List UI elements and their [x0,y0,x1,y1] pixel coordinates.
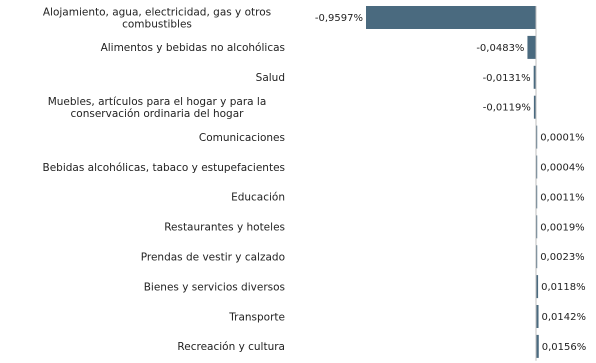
category-label-4: Muebles, artículos para el hogar y para … [48,96,267,120]
category-label-1: Alojamiento, agua, electricidad, gas y o… [43,6,271,30]
bar-7 [536,185,538,209]
bar-12 [536,334,539,358]
category-label-11: Transporte [228,311,285,323]
category-label-4-line-2: conservación ordinaria del hogar [71,108,245,120]
category-label-1-line-1: Alojamiento, agua, electricidad, gas y o… [43,6,271,18]
category-label-3: Salud [256,72,285,84]
bar-8 [536,215,538,239]
category-label-10: Bienes y servicios diversos [144,281,285,293]
value-label-2: -0,0483% [476,43,524,54]
category-label-5: Comunicaciones [199,132,285,144]
value-label-4: -0,0119% [483,103,531,114]
value-label-8: 0,0019% [540,222,585,233]
value-label-12: 0,0156% [542,342,587,353]
bar-2 [527,35,536,59]
value-label-11: 0,0142% [542,312,587,323]
value-label-6: 0,0004% [540,163,585,174]
category-label-7: Educación [231,192,285,204]
labels-layer: -0,9597% Alojamiento, agua, electricidad,… [42,6,586,353]
value-label-9: 0,0023% [540,252,585,263]
value-label-5: 0,0001% [540,133,585,144]
value-label-3: -0,0131% [483,73,531,84]
value-label-7: 0,0011% [540,192,585,203]
category-label-8: Restaurantes y hoteles [164,222,285,234]
value-label-10: 0,0118% [541,282,586,293]
category-label-9: Prendas de vestir y calzado [141,252,285,264]
category-label-6: Bebidas alcohólicas, tabaco y estupefaci… [42,162,285,174]
category-label-4-line-1: Muebles, artículos para el hogar y para … [48,96,267,108]
bar-6 [536,155,538,179]
bars-layer [366,6,539,358]
bar-10 [536,275,539,299]
category-label-1-line-2: combustibles [122,18,192,30]
category-label-2: Alimentos y bebidas no alcohólicas [101,42,285,54]
bar-3 [533,65,536,89]
category-label-12: Recreación y cultura [177,341,285,353]
value-label-1: -0,9597% [315,13,363,24]
bar-11 [536,305,539,328]
bar-1 [366,6,536,29]
bar-9 [536,245,538,269]
bar-5 [536,125,538,149]
bar-4 [533,95,536,119]
